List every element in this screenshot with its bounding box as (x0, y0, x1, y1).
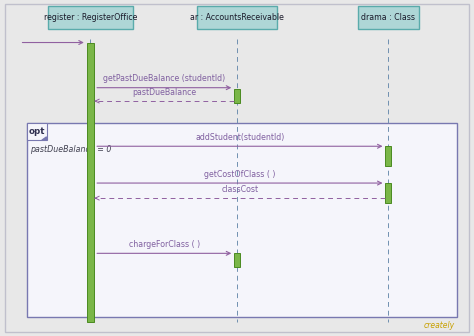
Bar (234, 89, 240, 103)
Polygon shape (42, 137, 46, 140)
Bar (87, 43, 94, 322)
Bar (234, 253, 240, 267)
Bar (197, 6, 277, 29)
Text: creately: creately (423, 321, 455, 330)
Text: chargeForClass ( ): chargeForClass ( ) (128, 240, 200, 249)
Text: getPastDueBalance (studentId): getPastDueBalance (studentId) (103, 74, 225, 83)
Bar (357, 6, 419, 29)
Text: opt: opt (29, 127, 46, 136)
Bar (27, 123, 457, 317)
Text: getCostOfClass ( ): getCostOfClass ( ) (204, 170, 275, 179)
Text: classCost: classCost (221, 185, 258, 194)
Text: drama : Class: drama : Class (361, 13, 415, 22)
Bar (27, 123, 46, 140)
Text: pastDueBalance = 0: pastDueBalance = 0 (30, 145, 112, 154)
Bar (385, 146, 391, 166)
Text: register : RegisterOffice: register : RegisterOffice (44, 13, 137, 22)
Text: pastDueBalance: pastDueBalance (132, 88, 196, 97)
Text: ar : AccountsReceivable: ar : AccountsReceivable (190, 13, 284, 22)
Bar (48, 6, 133, 29)
Text: addStudent(studentId): addStudent(studentId) (195, 133, 284, 142)
Bar (385, 183, 391, 203)
